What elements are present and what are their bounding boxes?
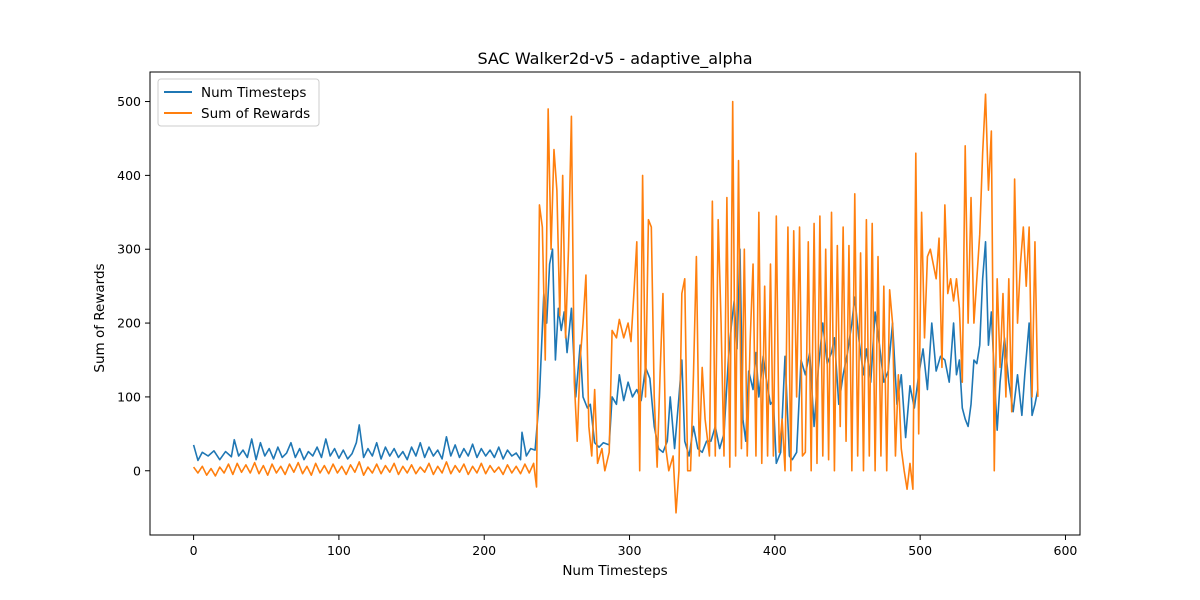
plot-area: 0 100 200 300 400 500 600 0 100 200 300 400 500 Num T… [117,71,1081,558]
x-tick-label: 0 [190,543,198,558]
x-tick-label: 100 [327,543,351,558]
legend-label: Num Timesteps [201,85,306,101]
y-tick-label: 300 [117,242,141,257]
legend: Num Timesteps Sum of Rewards [157,78,320,127]
x-tick-label: 400 [763,543,787,558]
y-tick-label: 500 [117,94,141,109]
chart-title: SAC Walker2d-v5 - adaptive_alpha [477,49,752,69]
y-tick-label: 100 [117,389,141,404]
legend-box [157,78,320,127]
y-tick-label: 200 [117,316,141,331]
x-tick-label: 500 [908,543,932,558]
x-tick-label: 300 [618,543,642,558]
y-tick-label: 0 [133,463,141,478]
y-tick-label: 400 [117,168,141,183]
y-axis-label: Sum of Rewards [92,263,108,372]
x-axis-label: Num Timesteps [562,563,667,579]
x-tick-label: 600 [1054,543,1078,558]
series-line-sum-of-rewards [192,93,1039,514]
axes-frame [149,71,1081,536]
x-tick-label: 200 [472,543,496,558]
legend-label: Sum of Rewards [201,106,310,122]
